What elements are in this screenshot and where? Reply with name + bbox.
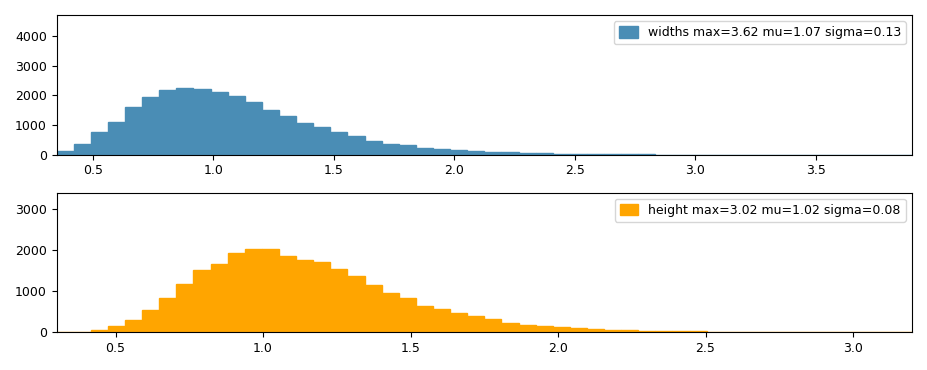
Bar: [57, 151, 74, 155]
Bar: [364, 141, 382, 155]
Bar: [570, 328, 587, 332]
Legend: widths max=3.62 mu=1.07 sigma=0.13: widths max=3.62 mu=1.07 sigma=0.13: [614, 21, 906, 44]
Bar: [484, 152, 502, 155]
Bar: [210, 92, 228, 155]
Bar: [159, 90, 176, 155]
Bar: [433, 149, 451, 155]
Bar: [296, 260, 313, 332]
Bar: [451, 313, 467, 332]
Bar: [433, 309, 451, 332]
Bar: [690, 331, 706, 332]
Bar: [74, 144, 91, 155]
Bar: [451, 150, 467, 155]
Bar: [382, 293, 399, 332]
Bar: [348, 136, 364, 155]
Bar: [313, 262, 330, 332]
Bar: [176, 88, 194, 155]
Bar: [364, 285, 382, 332]
Bar: [194, 270, 210, 332]
Bar: [228, 253, 245, 332]
Bar: [382, 144, 399, 155]
Bar: [228, 96, 245, 155]
Bar: [655, 331, 672, 332]
Bar: [587, 329, 604, 332]
Bar: [570, 154, 587, 155]
Bar: [536, 153, 552, 155]
Bar: [552, 154, 570, 155]
Bar: [518, 325, 536, 332]
Bar: [467, 151, 484, 155]
Bar: [484, 319, 502, 332]
Bar: [176, 284, 194, 332]
Bar: [416, 306, 433, 332]
Bar: [125, 320, 142, 332]
Bar: [621, 154, 639, 155]
Bar: [348, 276, 364, 332]
Bar: [296, 123, 313, 155]
Bar: [91, 132, 108, 155]
Bar: [108, 122, 125, 155]
Bar: [142, 310, 159, 332]
Bar: [552, 327, 570, 332]
Bar: [536, 326, 552, 332]
Bar: [159, 298, 176, 332]
Bar: [621, 330, 639, 332]
Bar: [142, 97, 159, 155]
Bar: [639, 331, 655, 332]
Bar: [399, 297, 416, 332]
Bar: [467, 316, 484, 332]
Bar: [330, 269, 348, 332]
Bar: [245, 249, 262, 332]
Bar: [604, 330, 621, 332]
Bar: [194, 89, 210, 155]
Bar: [262, 249, 279, 332]
Bar: [313, 127, 330, 155]
Legend: height max=3.02 mu=1.02 sigma=0.08: height max=3.02 mu=1.02 sigma=0.08: [615, 199, 906, 222]
Bar: [502, 323, 518, 332]
Bar: [399, 145, 416, 155]
Bar: [210, 263, 228, 332]
Bar: [518, 153, 536, 155]
Bar: [125, 107, 142, 155]
Bar: [279, 116, 296, 155]
Bar: [279, 256, 296, 332]
Bar: [108, 326, 125, 332]
Bar: [416, 148, 433, 155]
Bar: [262, 110, 279, 155]
Bar: [587, 154, 604, 155]
Bar: [502, 152, 518, 155]
Bar: [330, 131, 348, 155]
Bar: [91, 330, 108, 332]
Bar: [245, 102, 262, 155]
